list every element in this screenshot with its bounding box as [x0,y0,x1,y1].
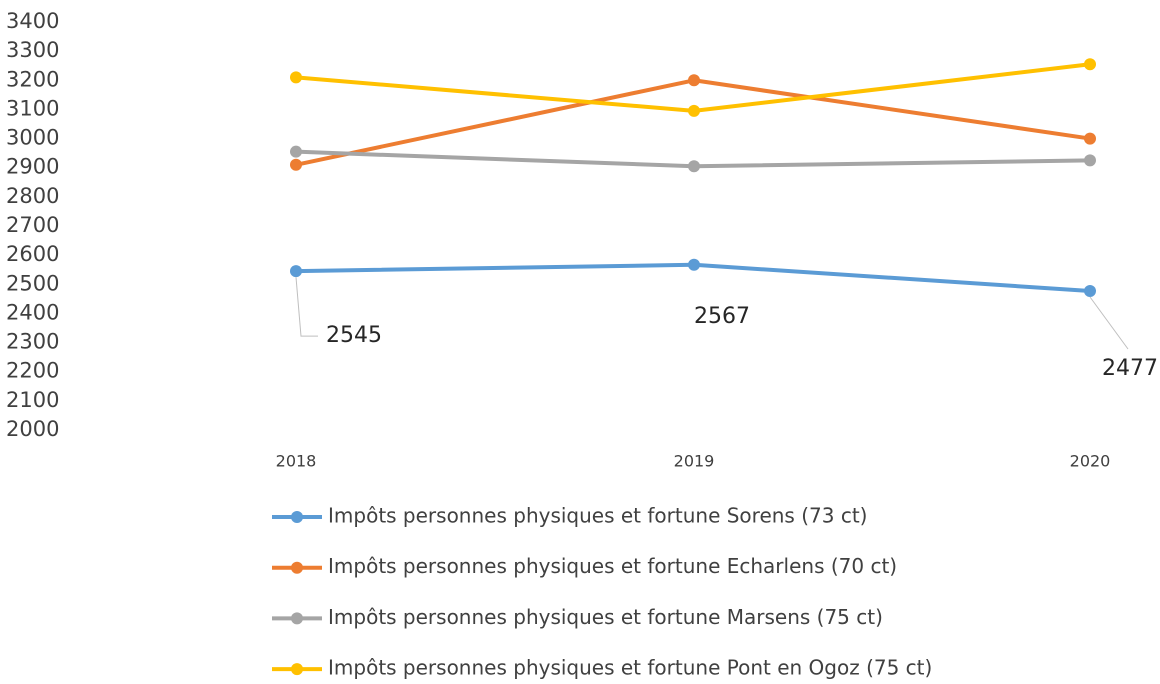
y-tick-label: 3200 [6,67,59,91]
y-tick-label: 3300 [6,38,59,62]
point [290,145,302,158]
legend-label: Impôts personnes physiques et fortune Po… [328,656,932,680]
y-tick-label: 3000 [6,126,59,150]
series-line [295,62,1091,113]
legend-marker [291,612,303,625]
point [688,160,700,173]
point [290,71,302,84]
y-tick-label: 2300 [6,330,59,354]
data-label: 2477 [1102,356,1158,381]
y-tick-label: 2500 [6,271,59,295]
point [1084,132,1096,145]
x-tick-label: 2018 [276,452,317,471]
y-tick-label: 2900 [6,155,59,179]
legend-marker [291,511,303,523]
point [688,258,700,271]
y-tick-label: 2700 [6,213,59,237]
y-tick-label: 2200 [6,359,59,383]
y-tick-label: 2800 [6,184,59,208]
point [688,74,700,87]
data-label: 2567 [694,304,750,329]
point [688,104,700,117]
leader-line [1089,296,1129,350]
leader-line [295,277,318,337]
x-tick-label: 2020 [1070,452,1111,471]
y-tick-label: 3100 [6,96,59,120]
point [290,265,302,278]
point [1084,284,1096,297]
legend-marker [291,561,303,574]
legend-label: Impôts personnes physiques et fortune So… [328,504,867,528]
legend-label: Impôts personnes physiques et fortune Ec… [328,554,897,578]
point [1084,58,1096,71]
data-label: 2545 [326,323,382,348]
legend-marker [291,663,303,676]
y-tick-label: 2000 [6,417,59,441]
y-tick-label: 2600 [6,242,59,266]
point [1084,154,1096,167]
y-tick-label: 2400 [6,300,59,324]
x-tick-label: 2019 [674,452,715,471]
series-line [295,78,1091,167]
y-tick-label: 3400 [6,9,59,33]
legend-label: Impôts personnes physiques et fortune Ma… [328,605,883,629]
point [290,158,302,171]
y-tick-label: 2100 [6,388,59,412]
